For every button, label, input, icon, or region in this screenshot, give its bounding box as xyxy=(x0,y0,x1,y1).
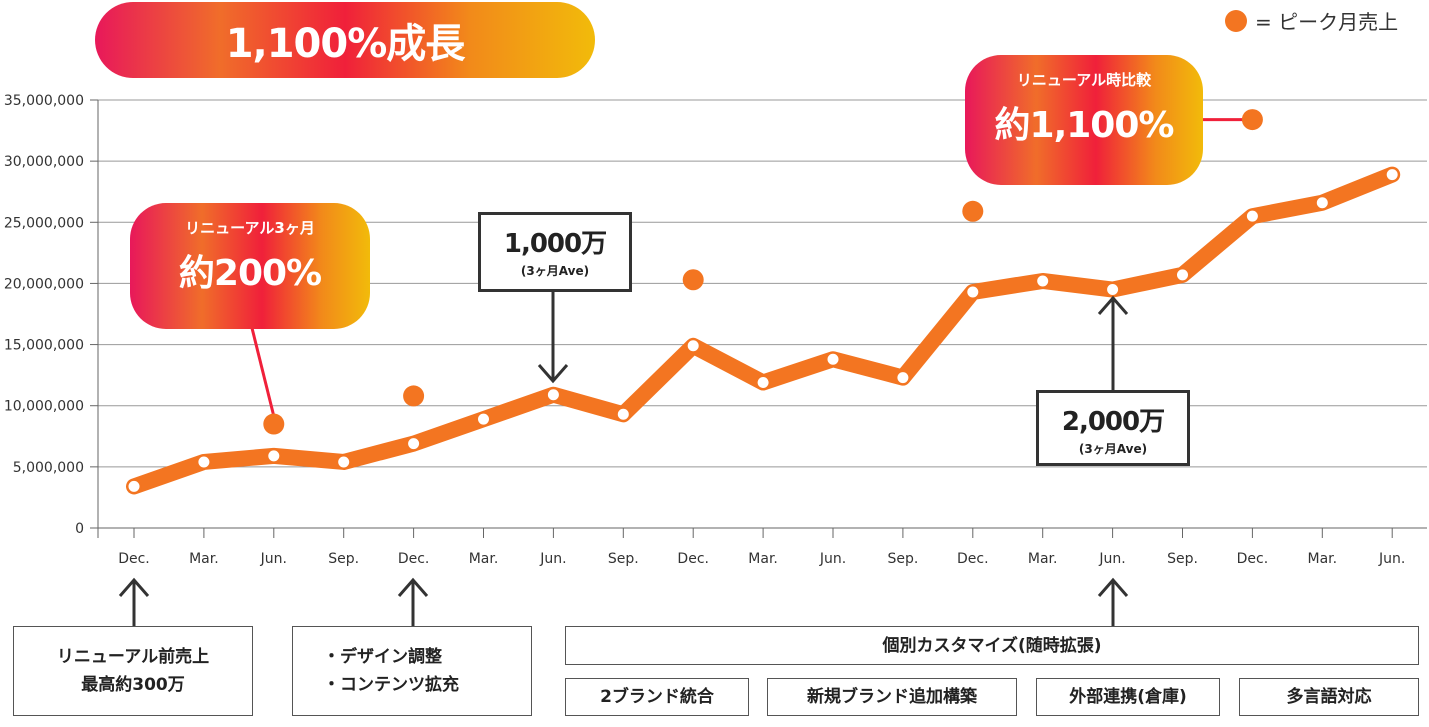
callout-big-text: 約1,100% xyxy=(994,105,1175,146)
callout-connector xyxy=(250,327,276,417)
x-tick-label: Mar. xyxy=(748,551,778,567)
note-line: 個別カスタマイズ(随時拡張) xyxy=(882,635,1102,656)
sales-point xyxy=(1384,167,1400,183)
sales-point xyxy=(266,448,282,464)
arrow-up-pre-renewal-head xyxy=(118,577,150,597)
sales-point xyxy=(1314,195,1330,211)
arrow-up-2000-head xyxy=(1097,295,1129,315)
brand-merge-note: 2ブランド統合 xyxy=(565,678,749,716)
callout-big-text: 約200% xyxy=(178,253,322,294)
custom-note: 個別カスタマイズ(随時拡張) xyxy=(565,626,1419,665)
arrow-up-design-head xyxy=(397,577,429,597)
note-line: 多言語対応 xyxy=(1286,687,1372,707)
pre-renewal-note: リニューアル前売上 最高約300万 xyxy=(13,626,253,716)
sales-point xyxy=(545,387,561,403)
x-tick-label: Jun. xyxy=(539,551,566,567)
renewal-total-callout: リニューアル時比較 約1,100% xyxy=(965,55,1203,185)
y-tick-label: 10,000,000 xyxy=(4,399,84,415)
callout-small-text: リニューアル3ヶ月 xyxy=(185,219,315,237)
x-tick-label: Sep. xyxy=(887,551,918,567)
note-line: ・デザイン調整 xyxy=(323,647,442,667)
x-tick-label: Jun. xyxy=(1378,551,1405,567)
x-tick-label: Jun. xyxy=(260,551,287,567)
y-tick-label: 5,000,000 xyxy=(13,460,84,476)
sales-point xyxy=(755,374,771,390)
peak-point xyxy=(403,385,425,407)
note-line: 新規ブランド追加構築 xyxy=(807,687,977,707)
x-tick-label: Mar. xyxy=(1028,551,1058,567)
legend-label: = ピーク月売上 xyxy=(1255,10,1399,34)
sales-point xyxy=(126,478,142,494)
x-tick-label: Sep. xyxy=(328,551,359,567)
x-tick-label: Dec. xyxy=(118,551,150,567)
multilingual-note: 多言語対応 xyxy=(1239,678,1419,716)
y-tick-label: 20,000,000 xyxy=(4,276,84,292)
new-brand-note: 新規ブランド追加構築 xyxy=(767,678,1017,716)
ave-caption: (3ヶ月Ave) xyxy=(1078,442,1148,456)
peak-point xyxy=(263,413,285,435)
sales-point xyxy=(1244,208,1260,224)
x-tick-label: Mar. xyxy=(189,551,219,567)
x-tick-label: Mar. xyxy=(1308,551,1338,567)
sales-point xyxy=(965,284,981,300)
arrow-up-custom-head xyxy=(1097,577,1129,597)
x-tick-label: Jun. xyxy=(819,551,846,567)
sales-point xyxy=(1175,267,1190,283)
y-tick-label: 25,000,000 xyxy=(4,215,84,231)
note-line: 外部連携(倉庫) xyxy=(1069,687,1187,707)
arrow-down-1000-head xyxy=(537,364,569,384)
sales-point xyxy=(825,351,841,367)
ave-1000-box: 1,000万 (3ヶ月Ave) xyxy=(478,212,632,292)
note-line: 2ブランド統合 xyxy=(600,687,714,707)
y-tick-label: 15,000,000 xyxy=(4,338,84,354)
ave-value: 1,000万 xyxy=(503,229,607,259)
peak-marker-legend-icon xyxy=(1225,9,1247,32)
chart-title: 1,100%成長 xyxy=(95,2,595,78)
x-tick-label: Sep. xyxy=(608,551,639,567)
x-tick-label: Dec. xyxy=(957,551,989,567)
note-line: リニューアル前売上 xyxy=(56,647,210,667)
peak-point xyxy=(1241,109,1263,131)
note-line: 最高約300万 xyxy=(81,675,185,695)
x-tick-label: Dec. xyxy=(677,551,709,567)
x-tick-label: Jun. xyxy=(1098,551,1125,567)
sales-point xyxy=(1035,273,1051,289)
note-line: ・コンテンツ拡充 xyxy=(323,675,459,695)
y-tick-label: 0 xyxy=(75,521,84,537)
x-tick-label: Dec. xyxy=(398,551,430,567)
ave-value: 2,000万 xyxy=(1061,407,1165,437)
x-tick-label: Dec. xyxy=(1237,551,1269,567)
x-tick-label: Mar. xyxy=(469,551,499,567)
sales-point xyxy=(476,411,491,427)
y-tick-label: 30,000,000 xyxy=(4,154,84,170)
legend: = ピーク月売上 xyxy=(1225,6,1398,35)
sales-point xyxy=(1105,282,1121,298)
sales-point xyxy=(895,370,911,386)
design-note: ・デザイン調整 ・コンテンツ拡充 xyxy=(292,626,532,716)
sales-point xyxy=(406,436,422,452)
ave-2000-box: 2,000万 (3ヶ月Ave) xyxy=(1036,390,1190,466)
outsourcing-note: 外部連携(倉庫) xyxy=(1036,678,1220,716)
renewal-3month-callout: リニューアル3ヶ月 約200% xyxy=(130,203,370,329)
sales-point xyxy=(336,454,352,470)
peak-point xyxy=(962,200,984,222)
y-tick-label: 35,000,000 xyxy=(4,93,84,109)
callout-small-text: リニューアル時比較 xyxy=(1016,71,1152,89)
sales-point xyxy=(196,454,212,470)
ave-caption: (3ヶ月Ave) xyxy=(520,264,590,278)
x-tick-label: Sep. xyxy=(1167,551,1198,567)
sales-point xyxy=(685,338,701,354)
sales-point xyxy=(615,406,631,422)
peak-point xyxy=(682,269,704,291)
